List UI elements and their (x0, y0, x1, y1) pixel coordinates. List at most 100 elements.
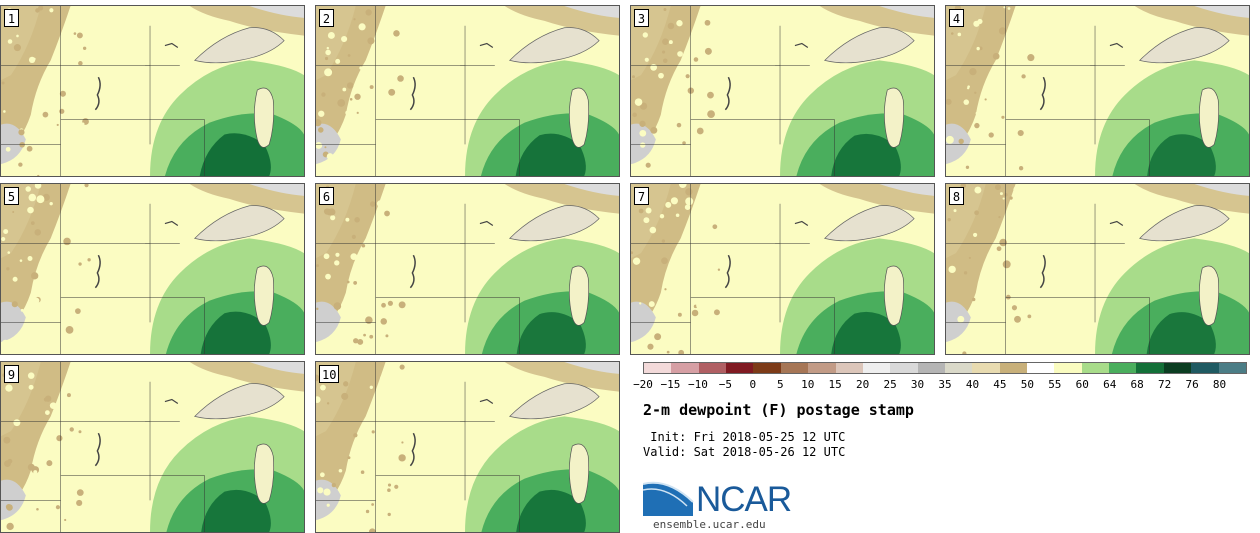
terrain-speckle (963, 99, 970, 105)
terrain-speckle (387, 300, 393, 306)
terrain-speckle (363, 333, 366, 337)
terrain-speckle (976, 46, 980, 51)
ensemble-member-panel-5: 5 (0, 183, 305, 355)
terrain-speckle (950, 32, 954, 35)
terrain-gray (879, 184, 934, 196)
colorbar-tick: 68 (1130, 378, 1144, 391)
terrain-speckle (68, 366, 73, 371)
terrain-speckle (682, 141, 686, 145)
terrain-speckle (78, 430, 82, 434)
terrain-gray (946, 301, 971, 343)
terrain-speckle (968, 256, 971, 260)
terrain-speckle (33, 470, 38, 475)
terrain-speckle (56, 123, 59, 126)
terrain-speckle (696, 301, 704, 310)
terrain-speckle (965, 165, 970, 169)
terrain-speckle (57, 452, 62, 457)
terrain-speckle (1, 236, 6, 242)
terrain-speckle (317, 487, 324, 494)
colorbar-tick: 40 (965, 378, 980, 391)
terrain-speckle (668, 40, 673, 45)
terrain-speckle (27, 372, 35, 379)
terrain-speckle (384, 210, 390, 217)
terrain-speckle (715, 35, 723, 43)
river-lake (409, 254, 416, 289)
terrain-speckle (998, 286, 1001, 289)
terrain-speckle (19, 259, 23, 262)
terrain-speckle (365, 9, 372, 16)
terrain-speckle (1017, 129, 1024, 137)
lake-michigan (1198, 87, 1220, 148)
terrain-speckle (66, 393, 71, 398)
terrain-speckle (45, 395, 52, 402)
terrain-speckle (323, 488, 331, 496)
terrain-speckle (46, 460, 53, 467)
terrain-gray (1, 479, 26, 521)
river-lake (94, 76, 101, 111)
colorbar-swatch (698, 363, 727, 373)
terrain-speckle (973, 343, 977, 347)
moist-region (200, 311, 271, 354)
terrain-speckle (972, 297, 976, 302)
terrain-speckle (5, 146, 11, 152)
terrain-speckle (397, 75, 404, 82)
terrain-speckle (354, 93, 361, 100)
terrain-speckle (316, 264, 319, 268)
terrain-speckle (319, 472, 325, 478)
terrain-speckle (398, 454, 406, 462)
terrain-speckle (645, 162, 651, 168)
dewpoint-map-4 (946, 6, 1249, 176)
terrain-speckle (988, 132, 994, 138)
terrain-speckle (19, 141, 25, 148)
ensemble-member-panel-8: 8 (945, 183, 1250, 355)
terrain-speckle (1004, 288, 1011, 295)
moist-region (199, 133, 271, 176)
terrain-gray (564, 6, 619, 18)
terrain-speckle (343, 381, 349, 387)
terrain-speckle (325, 273, 331, 280)
terrain-speckle (37, 174, 40, 176)
terrain-speckle (59, 108, 65, 114)
terrain-speckle (326, 208, 333, 216)
terrain-speckle (353, 18, 356, 21)
river-lake (409, 76, 416, 111)
terrain-speckle (350, 253, 358, 261)
terrain-speckle (359, 66, 363, 70)
terrain-speckle (33, 310, 40, 316)
terrain-speckle (33, 57, 36, 61)
terrain-gray (1194, 6, 1249, 18)
terrain-speckle (631, 75, 635, 79)
terrain-speckle (381, 327, 387, 332)
terrain-speckle (4, 460, 11, 467)
colorbar-swatch (1027, 363, 1055, 373)
moist-region (201, 489, 271, 532)
terrain-speckle (1002, 260, 1011, 269)
terrain-speckle (27, 206, 34, 214)
river-lake (794, 220, 809, 227)
terrain-gray (316, 301, 341, 343)
terrain-speckle (650, 64, 658, 71)
lake-superior (509, 205, 600, 242)
terrain-speckle (349, 98, 353, 101)
terrain-speckle (679, 240, 684, 244)
dry-region (189, 184, 304, 214)
terrain-speckle (73, 32, 77, 35)
member-label: 8 (949, 187, 964, 205)
terrain-speckle (11, 301, 18, 308)
dewpoint-map-6 (316, 184, 619, 354)
dewpoint-map-1 (1, 6, 304, 176)
member-label: 9 (4, 365, 19, 383)
ncar-logo-text: NCAR (696, 480, 792, 519)
terrain-speckle (358, 23, 366, 31)
terrain-speckle (371, 503, 375, 506)
terrain-speckle (1030, 156, 1035, 160)
terrain-speckle (38, 6, 44, 11)
terrain-speckle (643, 217, 650, 224)
terrain-gray (946, 123, 971, 165)
terrain-speckle (320, 384, 326, 391)
terrain-speckle (1, 339, 10, 348)
terrain-speckle (978, 46, 983, 51)
lake-superior (194, 27, 285, 64)
terrain-speckle (347, 54, 351, 57)
terrain-speckle (688, 153, 696, 161)
